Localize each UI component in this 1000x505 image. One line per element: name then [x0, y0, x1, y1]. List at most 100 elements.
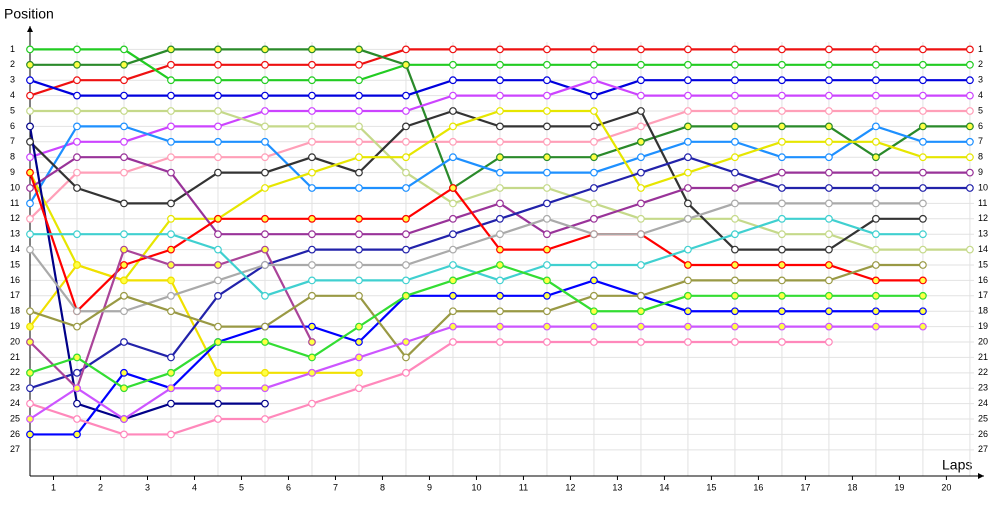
point	[261, 137, 269, 146]
point	[590, 60, 598, 69]
point	[308, 122, 316, 131]
point	[778, 153, 786, 162]
point	[73, 184, 81, 192]
y-tick-label: 18	[10, 306, 20, 316]
point	[449, 107, 457, 115]
point	[496, 122, 504, 131]
point	[261, 338, 269, 346]
point	[966, 137, 974, 146]
point	[261, 168, 269, 177]
point	[966, 184, 974, 192]
point	[167, 276, 175, 285]
point	[825, 230, 833, 239]
point	[26, 107, 34, 115]
point	[684, 60, 692, 69]
point	[449, 91, 457, 100]
point	[872, 276, 880, 285]
point	[825, 153, 833, 162]
point	[308, 91, 316, 100]
point	[684, 184, 692, 192]
point	[637, 107, 645, 115]
point	[872, 60, 880, 69]
point	[543, 276, 551, 285]
point	[73, 76, 81, 85]
point	[919, 137, 927, 146]
point	[308, 291, 316, 300]
x-tick-label: 14	[659, 482, 669, 492]
point	[496, 245, 504, 254]
point	[120, 338, 128, 346]
point	[214, 107, 222, 115]
point	[73, 415, 81, 423]
point	[449, 153, 457, 162]
point	[778, 60, 786, 69]
point	[167, 153, 175, 162]
point	[261, 322, 269, 331]
x-tick-label: 11	[519, 482, 528, 492]
point	[261, 399, 269, 408]
point	[355, 261, 363, 269]
point	[261, 291, 269, 300]
y-tick-label-right: 10	[978, 182, 988, 192]
point	[966, 91, 974, 100]
point	[778, 91, 786, 100]
point	[684, 76, 692, 85]
y-tick-label-right: 20	[978, 336, 988, 346]
point	[449, 245, 457, 254]
point	[261, 45, 269, 54]
series-line	[29, 263, 923, 360]
point	[449, 214, 457, 223]
point	[214, 122, 222, 131]
point	[120, 384, 128, 393]
point	[825, 168, 833, 177]
point	[496, 60, 504, 69]
point	[402, 91, 410, 100]
point	[167, 60, 175, 69]
point	[449, 199, 457, 208]
point	[590, 322, 598, 331]
point	[308, 107, 316, 115]
point	[919, 60, 927, 69]
point	[543, 60, 551, 69]
point	[261, 368, 269, 377]
y-tick-label: 24	[10, 398, 20, 408]
point	[167, 168, 175, 177]
point	[26, 76, 34, 85]
point	[308, 60, 316, 69]
point	[120, 430, 128, 439]
y-tick-label-right: 17	[978, 290, 988, 300]
point	[778, 107, 786, 115]
point	[825, 45, 833, 54]
point	[637, 291, 645, 300]
point	[214, 45, 222, 54]
point	[120, 107, 128, 115]
point	[167, 399, 175, 408]
point	[966, 45, 974, 54]
point	[26, 384, 34, 393]
point	[872, 184, 880, 192]
point	[590, 261, 598, 269]
point	[73, 168, 81, 177]
y-tick-label-right: 6	[978, 121, 983, 131]
point	[731, 199, 739, 208]
point	[966, 76, 974, 85]
point	[261, 214, 269, 223]
point	[637, 45, 645, 54]
point	[825, 291, 833, 300]
point	[684, 214, 692, 223]
point	[496, 276, 504, 285]
point	[355, 353, 363, 362]
point	[402, 338, 410, 346]
point	[26, 338, 34, 346]
point	[167, 45, 175, 54]
x-tick-label: 17	[800, 482, 810, 492]
y-tick-label-right: 25	[978, 413, 988, 423]
point	[919, 45, 927, 54]
point	[73, 368, 81, 377]
point	[966, 245, 974, 254]
point	[261, 91, 269, 100]
point	[214, 368, 222, 377]
x-tick-label: 19	[894, 482, 904, 492]
point	[167, 214, 175, 223]
y-tick-label: 2	[10, 59, 15, 69]
